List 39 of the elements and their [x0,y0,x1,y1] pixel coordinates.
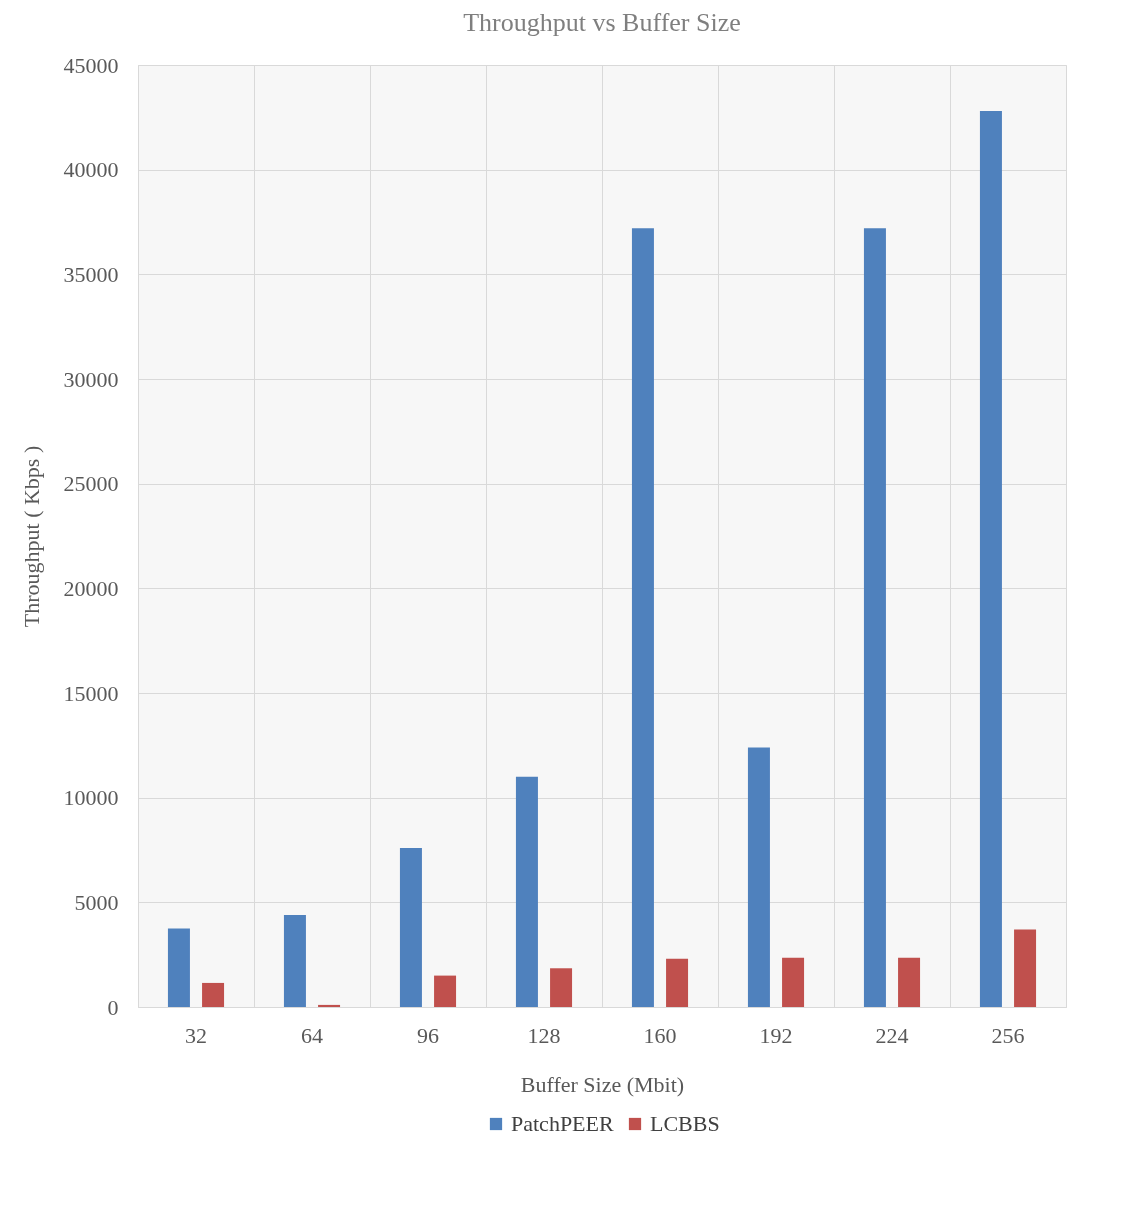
bar [167,928,190,1007]
y-tick-label: 20000 [63,575,119,601]
bar [747,747,770,1007]
x-axis-title: Buffer Size (Mbit) [520,1071,685,1097]
y-tick-label: 0 [107,994,119,1020]
y-tick-label: 15000 [63,680,119,706]
x-tick-label: 128 [527,1022,561,1048]
y-axis-title: Throughput ( Kbps ) [18,445,44,628]
x-tick-label: 96 [417,1022,439,1048]
y-tick-label: 30000 [63,366,119,392]
x-tick-label: 64 [301,1022,323,1048]
x-tick-label: 224 [875,1022,909,1048]
x-tick-label: 256 [991,1022,1025,1048]
legend-label: PatchPEER [511,1111,614,1136]
bar [863,228,886,1007]
y-tick-label: 10000 [63,785,119,811]
bar [979,111,1002,1007]
y-tick-label: 5000 [74,889,119,915]
bar [631,228,654,1007]
bar [666,958,689,1007]
bar [399,847,422,1007]
y-tick-label: 40000 [63,157,119,183]
bar [202,982,225,1007]
y-tick-label: 45000 [63,52,119,78]
bar [283,914,306,1007]
bar [550,968,573,1007]
bar [898,957,921,1007]
bar [434,975,457,1007]
y-tick-label: 35000 [63,261,119,287]
bar [782,957,805,1007]
legend-label: LCBBS [650,1111,720,1136]
bar [1014,929,1037,1007]
bar [318,1004,341,1007]
x-tick-label: 192 [759,1022,793,1048]
x-tick-label: 32 [185,1022,207,1048]
x-tick-label: 160 [643,1022,677,1048]
y-tick-label: 25000 [63,471,119,497]
chart-title: Throughput vs Buffer Size [463,8,741,37]
bar [515,776,538,1007]
